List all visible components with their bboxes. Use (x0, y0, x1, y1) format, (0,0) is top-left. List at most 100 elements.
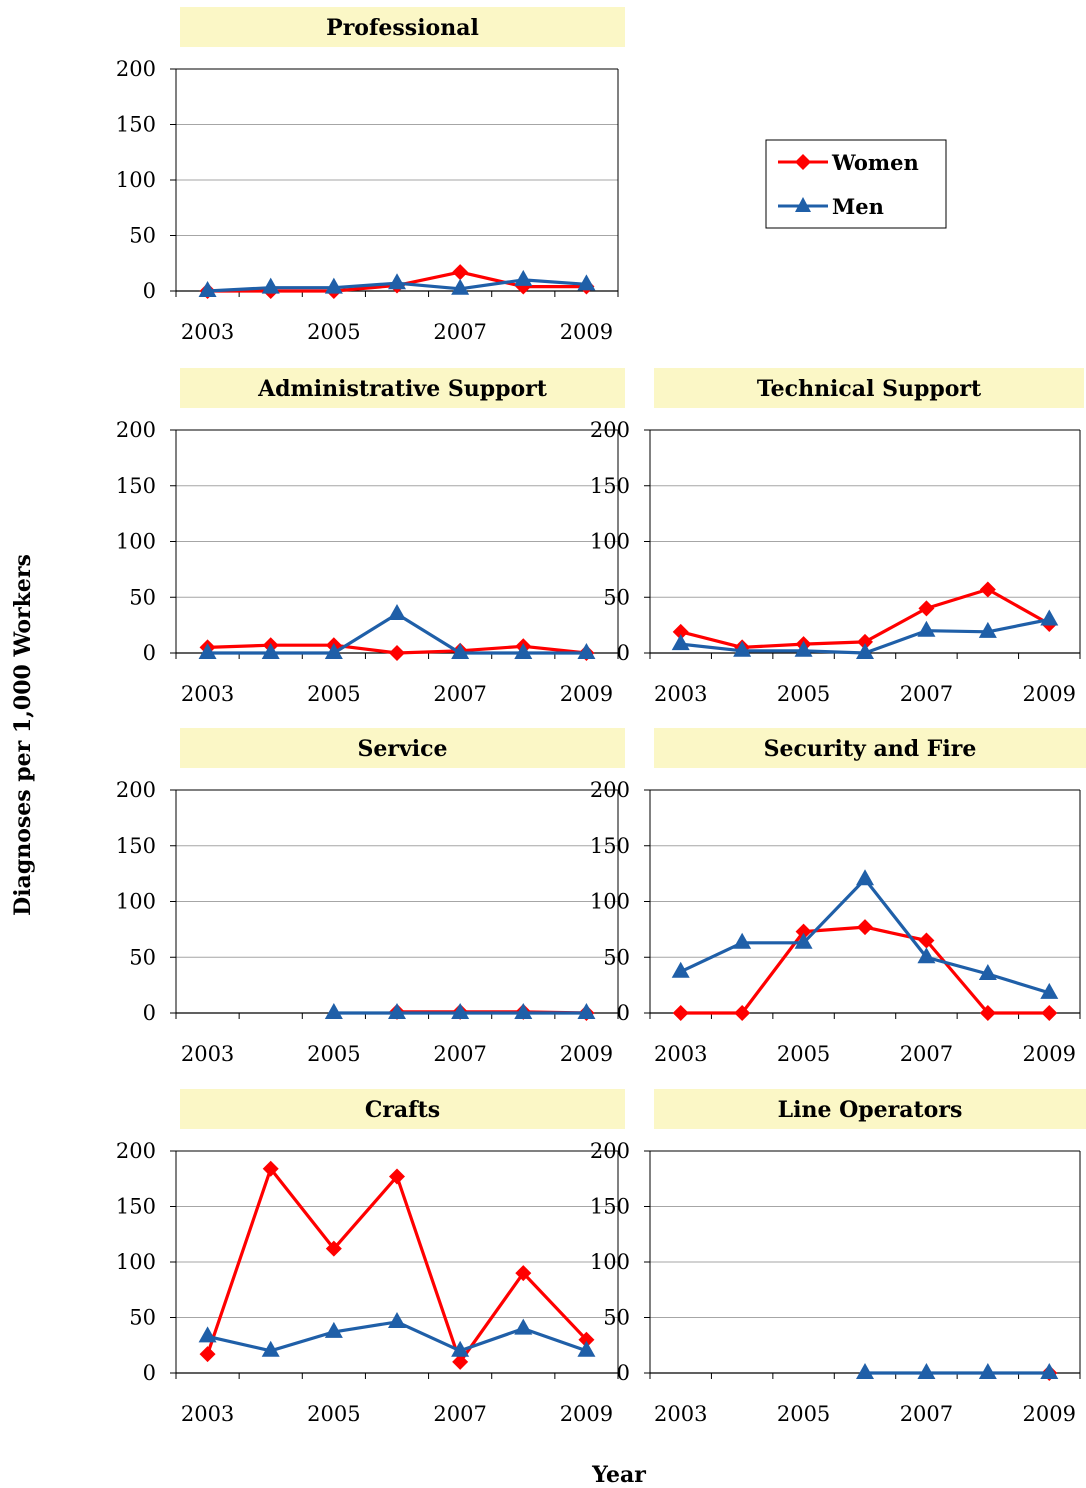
data-point-women (199, 1346, 216, 1363)
panel-title: Line Operators (778, 1097, 963, 1123)
x-tick-label: 2009 (560, 1402, 613, 1426)
series-men (324, 1003, 596, 1019)
data-point-women (979, 581, 996, 598)
data-point-women (515, 1265, 532, 1282)
x-tick-label: 2005 (307, 320, 360, 344)
data-point-men (794, 640, 813, 657)
panel-title-bg (180, 1089, 625, 1129)
series-women (199, 1160, 595, 1370)
panel-title-bg (654, 368, 1084, 408)
data-point-men (794, 932, 813, 949)
data-point-men (917, 1363, 936, 1379)
x-tick-label: 2005 (307, 1402, 360, 1426)
y-tick-label: 100 (116, 1250, 156, 1274)
data-point-men (388, 1003, 406, 1019)
series-women (672, 919, 1058, 1021)
data-point-men (577, 1003, 596, 1019)
data-point-men (733, 932, 752, 949)
data-point-men (671, 634, 690, 651)
data-point-men (451, 643, 470, 659)
data-point-men (324, 1003, 343, 1019)
y-tick-label: 50 (129, 945, 156, 969)
y-tick-label: 100 (116, 168, 156, 192)
y-tick-label: 50 (603, 585, 630, 609)
data-point-men (261, 277, 280, 294)
panel-administrative-support: Administrative Support 0 50 100 150 200 2003 20… (116, 368, 625, 706)
data-point-men (388, 273, 406, 290)
x-tick-label: 2003 (654, 1042, 707, 1066)
y-tick-label: 0 (617, 1361, 630, 1385)
panel-crafts: Crafts 0 50 100 150 200 2003 2005 2007 2009 (116, 1089, 625, 1426)
data-point-men (451, 1340, 470, 1357)
y-axis-label: Diagnoses per 1,000 Workers (10, 554, 36, 916)
y-tick-label: 200 (116, 418, 156, 442)
panel-service: Service 0 50 100 150 200 2003 2005 2007 2009 (116, 728, 625, 1066)
data-point-women (734, 1005, 751, 1021)
data-point-men (577, 1340, 596, 1357)
x-tick-label: 2003 (654, 682, 707, 706)
y-tick-label: 150 (590, 474, 630, 498)
data-point-women (452, 1353, 469, 1370)
data-point-women (979, 1005, 996, 1021)
legend-item-men: Men (778, 194, 884, 219)
series-men (671, 869, 1059, 999)
panel-title: Technical Support (757, 376, 982, 402)
data-point-men (324, 277, 343, 294)
y-tick-label: 100 (590, 890, 630, 914)
y-tick-label: 0 (143, 1361, 156, 1385)
panel-title: Professional (326, 15, 479, 41)
y-tick-label: 50 (129, 1306, 156, 1330)
x-tick-label: 2009 (560, 320, 613, 344)
x-tick-label: 2007 (900, 1402, 953, 1426)
data-point-men (577, 643, 596, 659)
data-point-men (1040, 609, 1059, 626)
data-point-men (978, 1363, 997, 1379)
y-tick-label: 0 (617, 641, 630, 665)
legend-label-women: Women (831, 150, 919, 175)
data-point-men (388, 1311, 406, 1328)
x-tick-label: 2009 (1023, 1042, 1076, 1066)
panels: Professional 0 50 100 150 200 2003 2005 2007 2009… (116, 7, 1086, 1426)
data-point-men (917, 620, 936, 637)
x-tick-label: 2007 (433, 320, 486, 344)
y-tick-label: 100 (590, 530, 630, 554)
x-tick-label: 2007 (433, 1402, 486, 1426)
panel-title-bg (654, 728, 1086, 768)
x-tick-label: 2009 (560, 682, 613, 706)
legend-marker-women (795, 154, 811, 170)
data-point-men (671, 961, 690, 978)
y-tick-label: 0 (143, 1001, 156, 1025)
x-tick-label: 2005 (777, 682, 830, 706)
data-point-men (388, 603, 406, 620)
data-point-men (451, 1003, 470, 1019)
panel-security-and-fire: Security and Fire 0 50 100 150 200 2003 2005 200… (590, 728, 1086, 1066)
panel-technical-support: Technical Support 0 50 100 150 200 2003 2005 200… (590, 368, 1084, 706)
series-men (198, 1311, 596, 1357)
data-point-women (918, 932, 935, 949)
panel-line-operators: Line Operators 0 50 100 150 200 2003 2005 2007 20… (590, 1089, 1086, 1426)
x-tick-label: 2003 (181, 682, 234, 706)
data-point-men (261, 1340, 280, 1357)
x-tick-label: 2003 (654, 1402, 707, 1426)
data-point-men (451, 278, 470, 295)
series-line-women (680, 925, 1050, 1015)
x-tick-label: 2005 (307, 1042, 360, 1066)
y-tick-label: 200 (590, 778, 630, 802)
panel-title: Crafts (365, 1097, 440, 1123)
data-point-men (1040, 982, 1059, 999)
data-point-women (672, 1005, 689, 1021)
legend: Women Men (765, 139, 947, 229)
panel-title-bg (180, 368, 625, 408)
y-tick-label: 200 (116, 57, 156, 81)
data-point-men (198, 1326, 217, 1343)
y-tick-label: 150 (116, 474, 156, 498)
data-point-men (514, 643, 533, 659)
data-point-women (389, 645, 405, 661)
data-point-men (978, 621, 997, 638)
y-tick-label: 150 (590, 1195, 630, 1219)
y-tick-label: 50 (603, 945, 630, 969)
legend-label-men: Men (832, 194, 884, 219)
y-tick-label: 150 (590, 834, 630, 858)
data-point-men (917, 947, 936, 964)
